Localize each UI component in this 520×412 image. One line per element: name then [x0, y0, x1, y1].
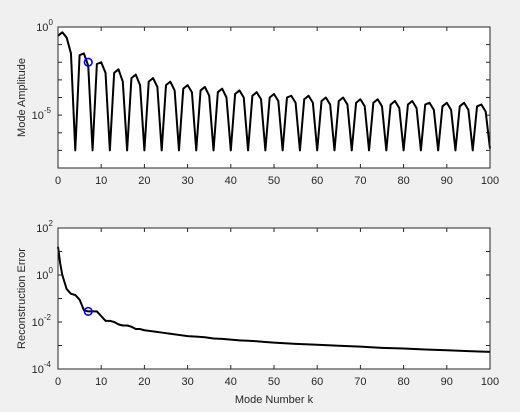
error-xtick-label: 20	[138, 376, 150, 388]
error-xtick-label: 80	[397, 376, 409, 388]
amplitude-xtick-label: 60	[311, 175, 323, 187]
amplitude-ticks: 0 10 20 30 40 50 60 70 80 90 100 100 10-5	[32, 18, 500, 187]
amplitude-axes-frame	[57, 26, 491, 169]
error-axes: 0 10 20 30 40 50 60 70 80 90 100 102 100 10-2 10-4 Rec…	[16, 219, 499, 406]
error-xtick-label: 0	[55, 376, 61, 388]
error-xtick-label: 60	[311, 376, 323, 388]
amplitude-ylabel: Mode Amplitude	[16, 58, 28, 137]
amplitude-xtick-label: 50	[268, 175, 280, 187]
amplitude-xtick-label: 90	[441, 175, 453, 187]
error-selected-mode-marker	[83, 306, 93, 317]
error-line	[57, 246, 491, 353]
amplitude-xtick-label: 100	[481, 175, 499, 187]
amplitude-series	[57, 31, 491, 152]
error-ytick-label: 10-4	[32, 360, 52, 376]
error-series	[57, 246, 491, 353]
amplitude-xtick-label: 40	[225, 175, 237, 187]
error-xtick-label: 70	[354, 376, 366, 388]
error-xlabel: Mode Number k	[235, 394, 314, 406]
error-axes-frame	[57, 227, 491, 370]
error-xtick-label: 100	[481, 376, 499, 388]
error-xtick-label: 10	[95, 376, 107, 388]
amplitude-xtick-label: 30	[181, 175, 193, 187]
amplitude-selected-mode-marker	[83, 57, 93, 67]
amplitude-xtick-label: 0	[55, 175, 61, 187]
amplitude-axes: 0 10 20 30 40 50 60 70 80 90 100 100 10-5 Mode Ampli…	[16, 18, 499, 187]
amplitude-xtick-label: 80	[397, 175, 409, 187]
error-xtick-label: 40	[225, 376, 237, 388]
amplitude-xtick-label: 20	[138, 175, 150, 187]
error-ytick-label: 102	[36, 219, 53, 235]
amplitude-xtick-label: 10	[95, 175, 107, 187]
error-xtick-label: 90	[441, 376, 453, 388]
error-plot-area	[58, 228, 490, 369]
amplitude-ytick-label: 10-5	[32, 106, 52, 122]
error-ylabel: Reconstruction Error	[16, 248, 28, 349]
amplitude-ytick-label: 100	[36, 18, 53, 34]
error-ticks: 0 10 20 30 40 50 60 70 80 90 100 102 100 10-2 10-4	[32, 219, 500, 388]
error-ytick-label: 100	[36, 266, 53, 282]
amplitude-line	[57, 31, 491, 152]
error-xtick-label: 30	[181, 376, 193, 388]
error-xtick-label: 50	[268, 376, 280, 388]
error-ytick-label: 10-2	[32, 313, 52, 329]
amplitude-xtick-label: 70	[354, 175, 366, 187]
